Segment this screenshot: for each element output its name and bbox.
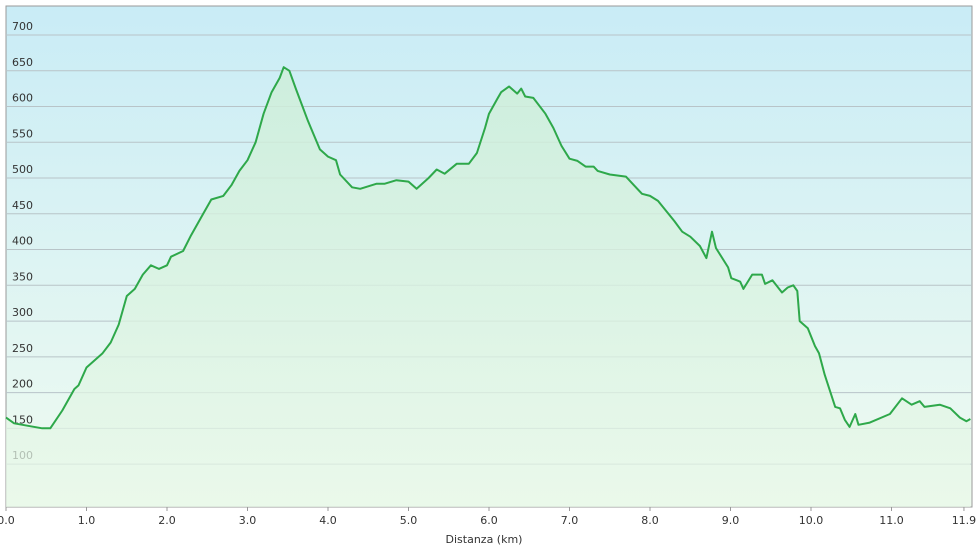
- y-tick-label: 600: [12, 92, 33, 105]
- y-tick-label: 400: [12, 235, 33, 248]
- y-tick-label: 450: [12, 199, 33, 212]
- x-tick-label: 4.0: [319, 514, 337, 527]
- x-tick-label: 7.0: [561, 514, 579, 527]
- y-tick-label: 500: [12, 163, 33, 176]
- y-tick-label: 550: [12, 127, 33, 140]
- x-tick-label: 8.0: [641, 514, 659, 527]
- area-fill: [6, 67, 971, 507]
- x-tick-label: 11.0: [879, 514, 904, 527]
- y-tick-label: 700: [12, 20, 33, 33]
- y-tick-label: 200: [12, 378, 33, 391]
- y-tick-label: 250: [12, 342, 33, 355]
- x-tick-label: 2.0: [158, 514, 176, 527]
- x-tick-label: 1.0: [78, 514, 96, 527]
- x-tick-label: 11.9: [952, 514, 977, 527]
- x-tick-label: 6.0: [480, 514, 498, 527]
- x-tick-label: 10.0: [799, 514, 824, 527]
- y-tick-label: 650: [12, 56, 33, 69]
- y-tick-label: 300: [12, 306, 33, 319]
- x-tick-label: 0.0: [0, 514, 15, 527]
- elevation-line: [5, 66, 971, 430]
- x-tick-label: 9.0: [722, 514, 740, 527]
- x-tick-label: 3.0: [239, 514, 257, 527]
- x-axis-title: Distanza (km): [446, 533, 523, 546]
- x-tick-label: 5.0: [400, 514, 418, 527]
- y-tick-label: 350: [12, 270, 33, 283]
